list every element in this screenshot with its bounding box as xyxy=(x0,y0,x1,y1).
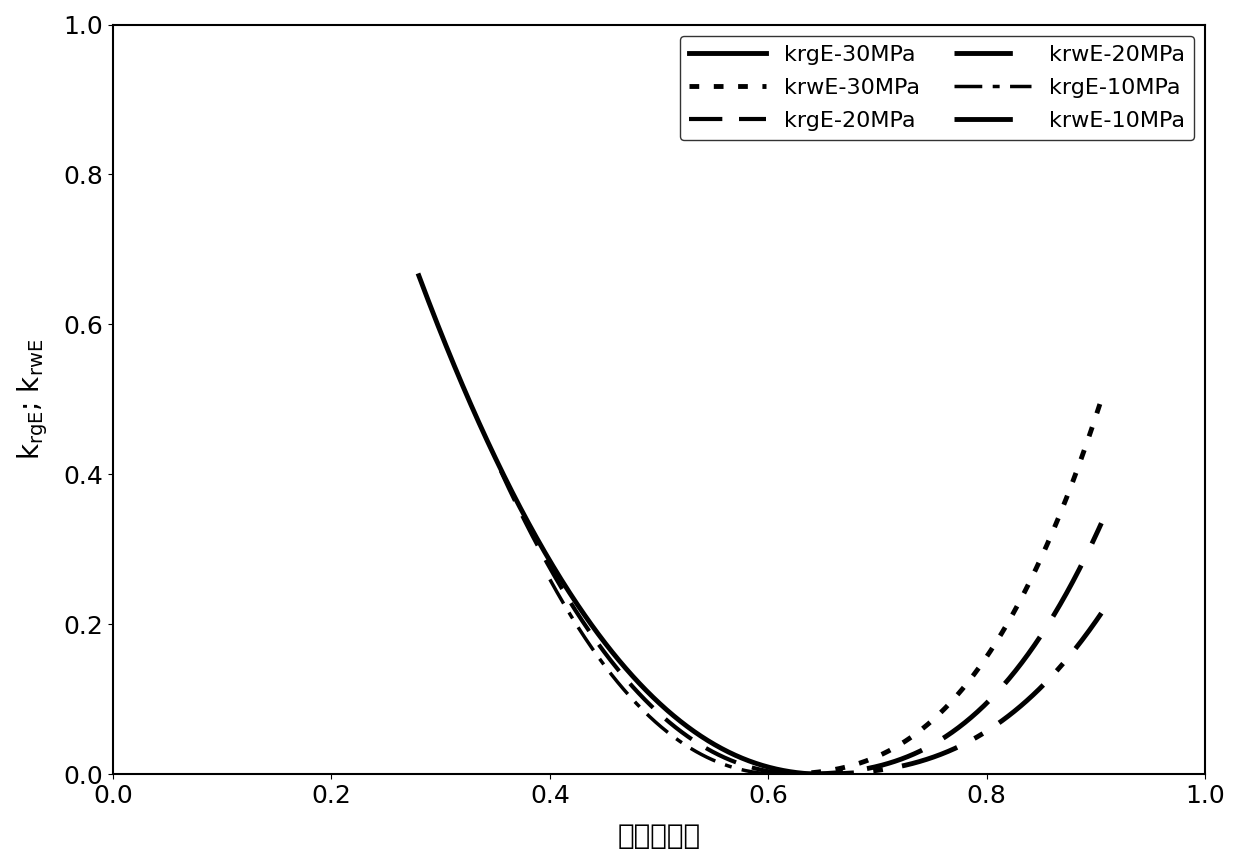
X-axis label: 含水饱和度: 含水饱和度 xyxy=(618,822,701,850)
Legend: krgE-30MPa, krwE-30MPa, krgE-20MPa, krwE-20MPa, krgE-10MPa, krwE-10MPa: krgE-30MPa, krwE-30MPa, krgE-20MPa, krwE… xyxy=(680,35,1194,140)
Y-axis label: $\mathregular{k_{rgE}}$; $\mathregular{k_{rwE}}$: $\mathregular{k_{rgE}}$; $\mathregular{k… xyxy=(15,339,50,460)
